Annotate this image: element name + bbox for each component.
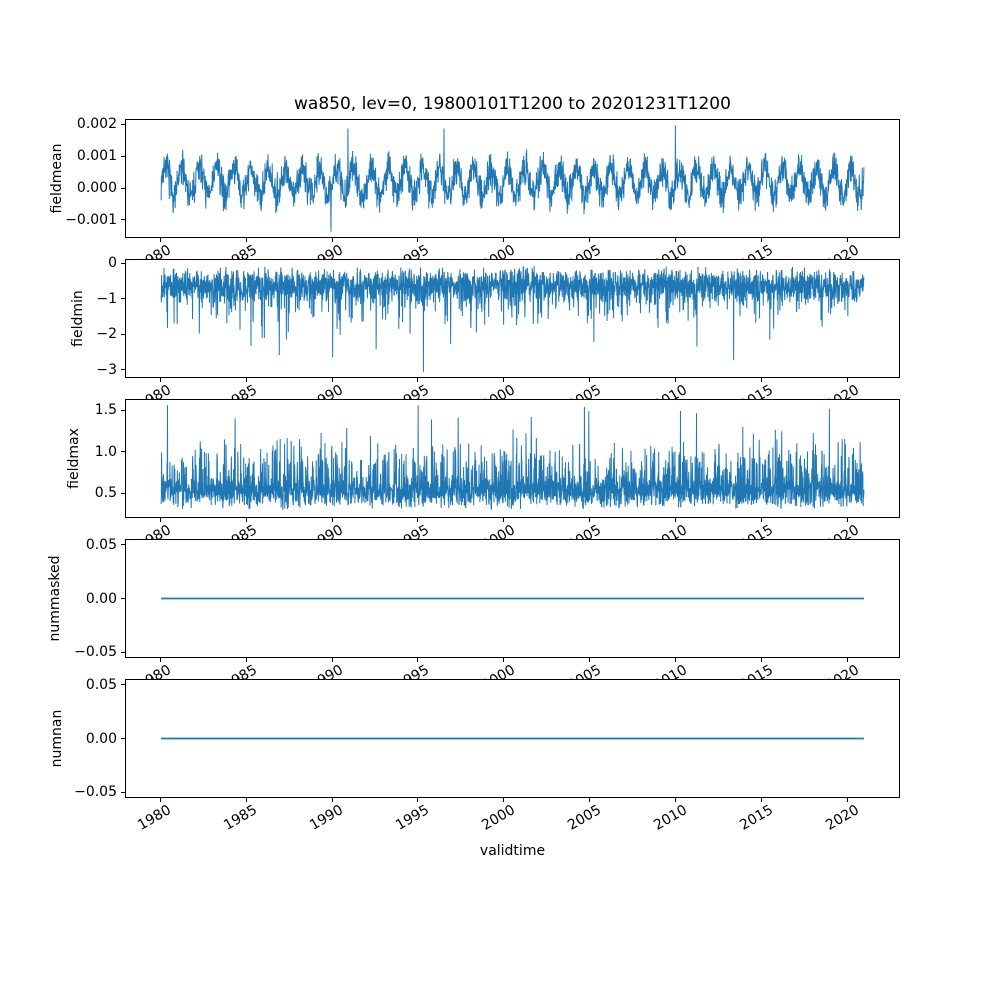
x-tick-mark [675,378,677,382]
plot-area-fieldmax [125,399,900,518]
x-tick-mark [245,798,247,802]
y-tick-label: 1.0 [94,443,117,460]
x-tick-mark [417,378,419,382]
x-tick-mark [245,238,247,242]
x-tick-mark [589,238,591,242]
x-tick-mark [761,798,763,802]
y-tick-mark [121,219,125,221]
y-tick-label: 0.00 [85,590,117,607]
x-tick-mark [331,658,333,662]
x-tick-mark [847,798,849,802]
plot-area-fieldmean [125,119,900,238]
x-tick-mark [331,378,333,382]
y-tick-label: −3 [96,361,117,378]
x-tick-mark [245,658,247,662]
x-tick-mark [331,798,333,802]
y-tick-mark [121,409,125,411]
series-plot-fieldmax [160,405,865,510]
x-axis-label: validtime [479,843,546,859]
x-tick-mark [245,378,247,382]
series-plot-numnan [161,737,864,740]
x-tick-mark [761,658,763,662]
x-tick-mark [675,798,677,802]
x-tick-mark [589,798,591,802]
y-tick-label: 0.001 [76,148,117,165]
x-tick-mark [159,518,161,522]
x-tick-mark [589,658,591,662]
y-tick-label: −0.05 [74,784,117,801]
x-tick-mark [589,378,591,382]
x-tick-mark [159,378,161,382]
x-tick-mark [503,378,505,382]
series-plot-fieldmin [160,266,865,372]
y-tick-mark [121,544,125,546]
plot-area-nummasked [125,539,900,658]
y-tick-mark [121,684,125,686]
plot-area-fieldmin [125,259,900,378]
x-tick-mark [675,238,677,242]
y-tick-mark [121,123,125,125]
series-plot-nummasked [161,597,864,600]
x-tick-mark [847,658,849,662]
y-tick-label: 0.05 [85,536,117,553]
x-tick-mark [417,238,419,242]
x-tick-mark [589,518,591,522]
y-tick-mark [121,298,125,300]
x-tick-mark [503,658,505,662]
y-tick-label: −1 [96,290,117,307]
y-tick-label: −2 [96,326,117,343]
y-tick-label: 0.000 [76,180,117,197]
y-tick-mark [121,738,125,739]
y-tick-mark [121,187,125,189]
x-tick-mark [159,658,161,662]
chart-title: wa850, lev=0, 19800101T1200 to 20201231T… [294,94,731,114]
x-tick-mark [761,518,763,522]
y-tick-label: −0.05 [74,644,117,661]
series-line-fieldmean [160,125,865,232]
y-tick-mark [121,333,125,335]
x-tick-mark [847,378,849,382]
x-tick-mark [159,798,161,802]
x-tick-mark [503,518,505,522]
x-tick-mark [847,238,849,242]
x-tick-mark [761,378,763,382]
y-tick-label: 1.5 [94,402,117,419]
x-tick-mark [847,518,849,522]
y-tick-mark [121,492,125,494]
y-tick-label: 0 [108,255,117,272]
series-line-fieldmin [160,266,865,372]
x-tick-mark [675,658,677,662]
x-tick-mark [417,518,419,522]
y-tick-label: 0.002 [76,116,117,133]
plot-area-numnan [125,679,900,798]
x-tick-mark [503,798,505,802]
y-tick-label: 0.00 [85,730,117,747]
y-tick-label: −0.001 [65,211,117,228]
x-tick-mark [503,238,505,242]
series-line-fieldmax [160,405,865,510]
x-tick-mark [417,798,419,802]
y-tick-label: 0.5 [94,485,117,502]
y-tick-mark [121,791,125,793]
x-tick-mark [331,518,333,522]
y-tick-mark [121,451,125,453]
x-tick-mark [159,238,161,242]
y-tick-label: 0.05 [85,676,117,693]
x-tick-mark [245,518,247,522]
x-tick-mark [675,518,677,522]
y-tick-mark [121,598,125,599]
y-tick-mark [121,651,125,653]
x-tick-mark [761,238,763,242]
x-tick-mark [331,238,333,242]
y-tick-mark [121,155,125,157]
series-plot-fieldmean [160,125,865,232]
x-tick-mark [417,658,419,662]
y-tick-mark [121,262,125,264]
y-tick-mark [121,369,125,371]
